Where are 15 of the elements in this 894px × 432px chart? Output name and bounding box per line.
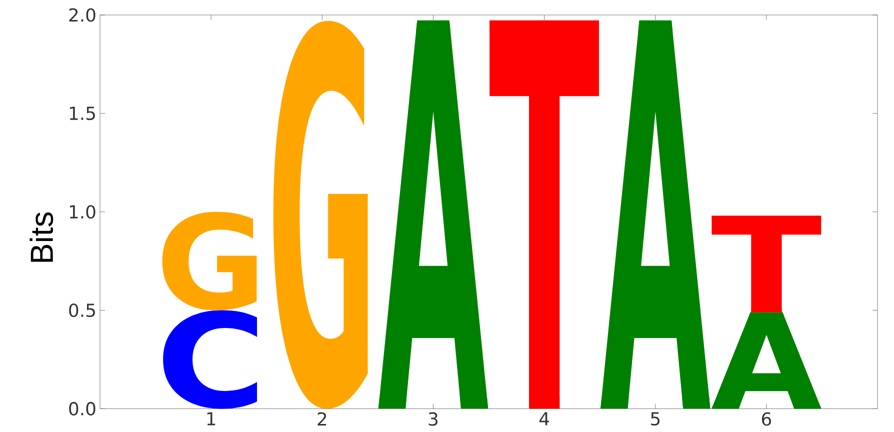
text: A [600, 20, 710, 409]
x-tick-label: 6 [762, 412, 772, 426]
x-tick-label: 5 [651, 412, 660, 426]
text: A [378, 20, 488, 409]
y-tick-label: 0.0 [69, 402, 96, 416]
y-axis-title: Bits [30, 212, 54, 262]
y-tick-label: 1.0 [70, 205, 96, 219]
y-tick-label: 0.5 [69, 303, 95, 318]
x-tick-label: 3 [428, 412, 438, 426]
y-tick-label: 2.0 [69, 8, 96, 22]
x-tick-label: 4 [539, 412, 549, 426]
x-tick-label: 1 [207, 412, 216, 426]
y-tick-label: 1.5 [70, 106, 95, 120]
x-tick-label: 2 [318, 412, 326, 426]
text: G [273, 20, 368, 409]
